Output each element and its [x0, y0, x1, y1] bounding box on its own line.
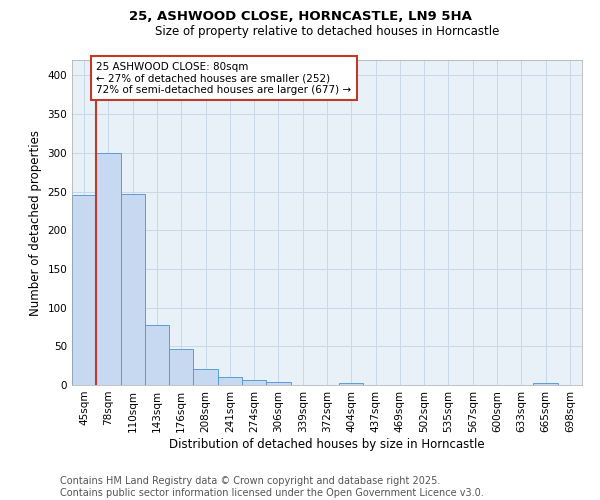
- Text: 25, ASHWOOD CLOSE, HORNCASTLE, LN9 5HA: 25, ASHWOOD CLOSE, HORNCASTLE, LN9 5HA: [128, 10, 472, 23]
- Text: Contains HM Land Registry data © Crown copyright and database right 2025.
Contai: Contains HM Land Registry data © Crown c…: [60, 476, 484, 498]
- Title: Size of property relative to detached houses in Horncastle: Size of property relative to detached ho…: [155, 25, 499, 38]
- Y-axis label: Number of detached properties: Number of detached properties: [29, 130, 42, 316]
- Bar: [193, 369, 218, 385]
- Bar: [218, 378, 242, 385]
- Bar: [121, 194, 145, 385]
- Text: 25 ASHWOOD CLOSE: 80sqm
← 27% of detached houses are smaller (252)
72% of semi-d: 25 ASHWOOD CLOSE: 80sqm ← 27% of detache…: [96, 62, 352, 94]
- Bar: [145, 324, 169, 385]
- Bar: [339, 382, 364, 385]
- Bar: [169, 348, 193, 385]
- Bar: [266, 382, 290, 385]
- X-axis label: Distribution of detached houses by size in Horncastle: Distribution of detached houses by size …: [169, 438, 485, 450]
- Bar: [72, 196, 96, 385]
- Bar: [533, 382, 558, 385]
- Bar: [96, 153, 121, 385]
- Bar: [242, 380, 266, 385]
